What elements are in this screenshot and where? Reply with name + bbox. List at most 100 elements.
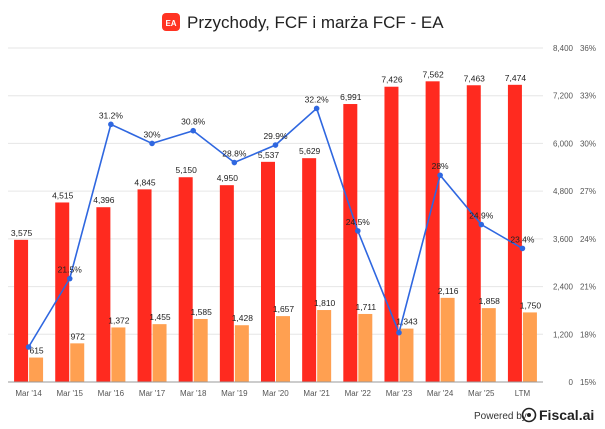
bars: 3,575 615 4,515 972 4,396 1,372 4,845 1,455 5,15… (11, 69, 542, 383)
y-tick-label: 8,400 (553, 44, 574, 53)
powered-by-text: Powered by (474, 411, 527, 422)
margin-label: 30% (144, 129, 161, 139)
chart-title-group: EA Przychody, FCF i marża FCF - EA (162, 13, 444, 32)
margin-label: 28.8% (222, 149, 247, 159)
revenue-label: 5,629 (299, 146, 321, 156)
fcf-label: 1,455 (149, 312, 171, 322)
y-tick-label: 4,800 (553, 187, 574, 196)
revenue-bar (343, 104, 358, 382)
y-tick-label: 3,600 (553, 235, 574, 244)
margin-point (231, 159, 238, 166)
revenue-bar (384, 86, 399, 383)
y-axis-right: 15% 18% 21% 24% 27% 30% 33% 36% (580, 44, 596, 387)
x-tick-label: Mar '19 (221, 389, 248, 398)
margin-label: 28% (432, 161, 449, 171)
margin-label: 31.2% (99, 110, 124, 120)
ea-logo-text: EA (165, 19, 176, 28)
revenue-label: 5,537 (258, 150, 280, 160)
x-tick-label: Mar '14 (15, 389, 42, 398)
fcf-label: 2,116 (438, 286, 459, 296)
fcf-label: 1,428 (232, 313, 254, 323)
y2-tick-label: 21% (580, 283, 596, 292)
fcf-label: 1,372 (108, 315, 130, 325)
fcf-label: 615 (29, 346, 43, 356)
x-tick-label: Mar '25 (468, 389, 495, 398)
margin-point (396, 329, 402, 336)
ea-logo-icon (162, 13, 180, 31)
margin-label: 21.5% (58, 265, 83, 275)
revenue-label: 5,150 (176, 165, 198, 175)
y2-tick-label: 24% (580, 235, 596, 244)
chart-title: Przychody, FCF i marża FCF - EA (187, 13, 444, 32)
fcf-bar (522, 312, 537, 382)
revenue-label: 4,950 (217, 173, 239, 183)
fiscal-logo-dot (527, 413, 531, 417)
margin-point (355, 228, 361, 234)
y-tick-label: 6,000 (553, 139, 574, 148)
x-tick-label: Mar '24 (427, 389, 454, 398)
fcf-bar (399, 328, 414, 382)
margin-point (25, 344, 32, 350)
y-tick-label: 2,400 (553, 283, 574, 292)
margin-label: 32.2% (305, 94, 330, 104)
revenue-label: 7,562 (422, 69, 444, 79)
margin-point (149, 140, 155, 147)
revenue-label: 7,426 (381, 75, 403, 85)
fcf-bar (276, 316, 290, 382)
gridlines (8, 47, 543, 383)
fcf-label: 1,657 (273, 304, 295, 314)
fcf-label: 972 (71, 331, 85, 341)
y2-tick-label: 30% (580, 139, 596, 148)
margin-label: 29.9% (263, 131, 288, 141)
margin-point (108, 121, 114, 128)
fcf-bar (358, 313, 373, 382)
margin-label: 24.5% (346, 217, 371, 227)
x-tick-label: Mar '23 (386, 389, 413, 398)
brand-name: Fiscal.ai (539, 407, 594, 423)
revenue-bar (219, 185, 234, 382)
fiscal-logo-icon (521, 407, 537, 423)
y2-tick-label: 33% (580, 92, 596, 101)
revenue-bar (178, 177, 193, 382)
y2-tick-label: 18% (580, 330, 596, 339)
x-tick-label: Mar '15 (57, 389, 84, 398)
fcf-bar (193, 318, 208, 382)
revenue-bar (466, 85, 481, 383)
y2-tick-label: 15% (580, 378, 596, 387)
revenue-bar (14, 239, 29, 382)
x-tick-label: LTM (515, 389, 531, 398)
x-axis: Mar '14 Mar '15 Mar '16 Mar '17 Mar '18 Mar '… (8, 381, 543, 398)
revenue-label: 4,515 (52, 190, 74, 200)
margin-point (478, 221, 485, 228)
footer: Powered by Fiscal.ai (474, 407, 594, 423)
margin-point (313, 105, 320, 112)
fcf-label: 1,343 (396, 317, 418, 327)
fcf-bar (234, 325, 249, 382)
fcf-label: 1,750 (520, 300, 542, 310)
margin-label: 24.9% (469, 211, 494, 221)
revenue-label: 6,991 (340, 92, 362, 102)
fcf-bar (317, 310, 332, 382)
margin-point (437, 172, 443, 179)
fcf-label: 1,711 (355, 302, 376, 312)
margin-point (272, 142, 279, 148)
margin-line: 21.5% 31.2% 30% 30.8% 28.8% 29.9% 32.2% 24.5% 28… (25, 94, 535, 350)
revenue-bar (261, 161, 275, 382)
revenue-label: 7,463 (464, 73, 486, 83)
fcf-bar (481, 308, 496, 382)
revenue-bar (425, 81, 440, 383)
x-tick-label: Mar '21 (303, 389, 330, 398)
x-tick-label: Mar '20 (262, 389, 289, 398)
revenue-bar (137, 189, 152, 382)
x-tick-label: Mar '16 (98, 389, 125, 398)
y-tick-label: 1,200 (553, 330, 574, 339)
revenue-label: 7,474 (505, 73, 527, 83)
fcf-bar (29, 357, 44, 382)
y-tick-label: 0 (569, 378, 574, 387)
fcf-label: 1,858 (479, 296, 501, 306)
x-tick-label: Mar '17 (139, 389, 166, 398)
revenue-label: 3,575 (11, 228, 33, 238)
fcf-label: 1,810 (314, 298, 336, 308)
margin-label: 30.8% (181, 117, 206, 127)
